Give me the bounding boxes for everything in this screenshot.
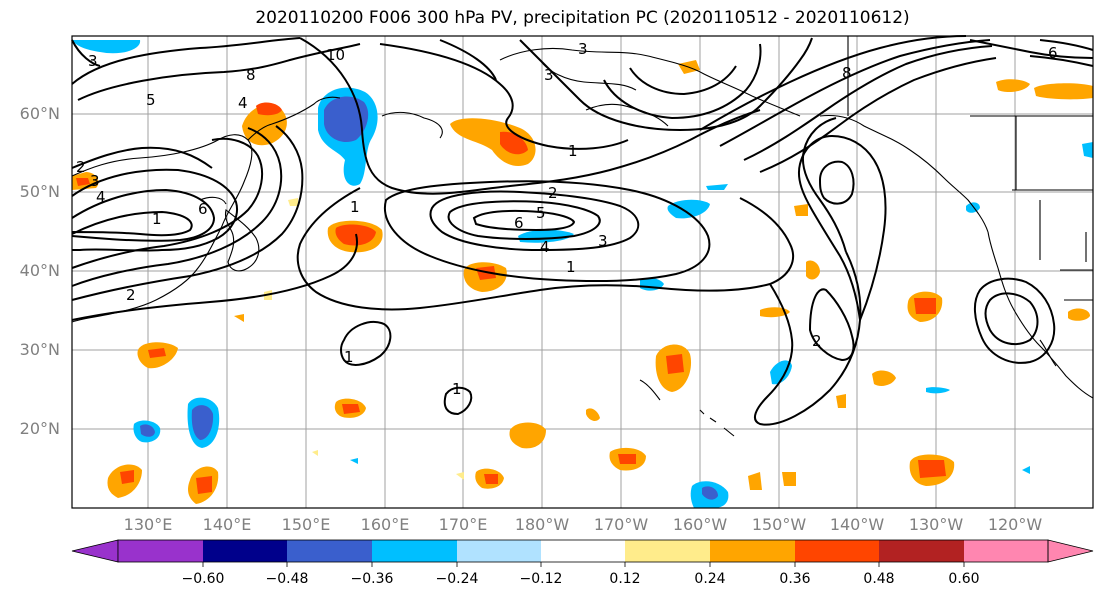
contour-label: 2 [126,286,136,304]
contour-label: 5 [146,91,156,109]
contour-label: 4 [96,188,106,206]
contour-label: 1 [566,258,576,276]
contour-label: 1 [350,198,360,216]
lon-label: 120°W [987,515,1043,534]
contour-label: 1 [452,380,462,398]
colorbar-bin [372,540,457,562]
contour-labels: 8 5 4 10 3 2 1 6 4 5 6 3 4 1 2 2 1 1 3 3… [76,40,1058,398]
lat-label: 60°N [19,104,60,123]
lon-label: 160°E [360,515,410,534]
contour-label: 6 [1048,44,1058,62]
contour-label: 8 [246,66,256,84]
contour-label: 6 [198,200,208,218]
contour-label: 3 [578,40,588,58]
colorbar-tick-label: −0.36 [350,571,394,587]
colorbar-bin [541,540,625,562]
colorbar-tick-label: −0.60 [181,571,225,587]
lon-label: 170°W [593,515,649,534]
colorbar-tick-label: 0.48 [863,571,895,587]
lat-label: 40°N [19,261,60,280]
colorbar-extend-high [1047,539,1094,563]
colorbar-tick-label: 0.60 [948,571,980,587]
pv-contours [71,35,1094,426]
contour-label: 10 [326,46,345,64]
lon-label: 180°W [514,515,570,534]
lon-label: 140°E [202,515,252,534]
colorbar-tick-label: 0.12 [609,571,641,587]
colorbar-bin [795,540,879,562]
contour-label: 6 [514,214,524,232]
lat-label: 20°N [19,419,60,438]
contour-label: 4 [238,94,248,112]
contour-label: 8 [842,64,852,82]
contour-label: 2 [76,158,86,176]
colorbar-tick-label: −0.48 [265,571,309,587]
colorbar-outline [117,539,1049,563]
contour-label: 1 [344,348,354,366]
colorbar-bin [457,540,541,562]
colorbar-bin [203,540,287,562]
lon-label: 160°W [672,515,728,534]
lon-label: 130°E [123,515,173,534]
contour-label: 1 [568,142,578,160]
negative-anomaly-cells [72,40,1093,508]
contour-label: 3 [88,52,98,70]
contour-label: 3 [90,172,100,190]
colorbar-bin [287,540,372,562]
lon-label: 140°W [829,515,885,534]
colorbar-tick-label: 0.24 [694,571,726,587]
colorbar-tick-label: −0.24 [435,571,479,587]
colorbar [71,539,1094,567]
colorbar-bin [625,540,710,562]
contour-label: 3 [598,232,608,250]
lon-label: 150°E [281,515,331,534]
map-title: 2020110200 F006 300 hPa PV, precipitatio… [255,8,910,28]
colorbar-tick-label: 0.36 [779,571,811,587]
lat-label: 30°N [19,340,60,359]
lon-label: 170°E [438,515,488,534]
map-frame [71,35,1094,509]
contour-label: 4 [540,238,550,256]
contour-label: 5 [536,204,546,222]
lat-label: 50°N [19,182,60,201]
lon-label: 150°W [751,515,807,534]
colorbar-extend-low [71,539,119,563]
colorbar-bin [964,540,1048,562]
contour-label: 2 [548,184,558,202]
precip-shading [72,40,1093,508]
colorbar-bin [118,540,203,562]
contour-label: 2 [812,332,822,350]
positive-anomaly-cells [72,60,1093,504]
contour-label: 1 [152,210,162,228]
map-background [72,36,1093,508]
lon-label: 130°W [908,515,964,534]
colorbar-bin [879,540,964,562]
contour-label: 3 [544,66,554,84]
colorbar-tick-label: −0.12 [519,571,563,587]
colorbar-bin [710,540,795,562]
